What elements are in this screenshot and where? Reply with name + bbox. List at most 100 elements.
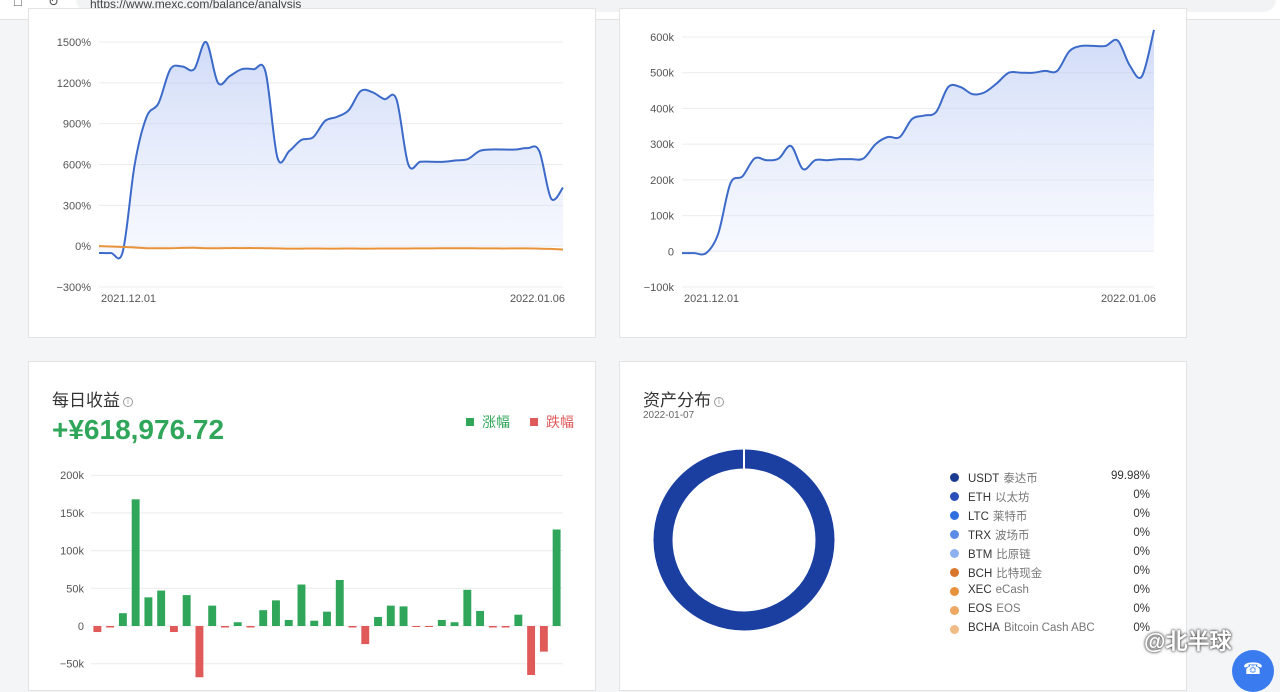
asset-code: TRX 波场币	[968, 527, 1030, 543]
asset-code-text: BCHA	[968, 622, 1000, 634]
daily-bar	[246, 626, 255, 628]
daily-bar	[182, 595, 191, 626]
reload-icon[interactable]: ↻	[48, 0, 59, 9]
address-bar-text: https://www.mexc.com/balance/analysis	[90, 0, 302, 11]
asset-pct: 0%	[1133, 565, 1150, 577]
asset-dot	[950, 625, 959, 634]
asset-row[interactable]: BCHA Bitcoin Cash ABC 0%	[950, 622, 1150, 641]
legend-down[interactable]: 跌幅	[530, 412, 574, 432]
asset-pct: 99.98%	[1110, 470, 1150, 482]
daily-profit-title-text: 每日收益	[52, 391, 120, 410]
asset-code-text: BTM	[968, 549, 993, 561]
asset-row[interactable]: LTC 莱特币 0%	[950, 508, 1150, 527]
legend-down-swatch	[530, 418, 538, 426]
asset-date: 2022-01-07	[643, 410, 695, 421]
asset-distribution-card: 资产分布 i 2022-01-07 USDT 泰达币 99.98% ETH 以太坊 0% LT…	[619, 361, 1187, 691]
share-icon[interactable]: □	[14, 0, 22, 9]
asset-dot	[950, 492, 959, 501]
daily-profit-chart: 200k 150k 100k 50k 0 −50k	[60, 470, 563, 678]
asset-pct: 0%	[1133, 546, 1150, 558]
asset-name: 莱特币	[992, 511, 1028, 523]
asset-distribution-title-text: 资产分布	[643, 391, 711, 410]
asset-name: EOS	[996, 603, 1021, 615]
y-tick-label: 100k	[60, 546, 84, 558]
y-tick-label: 600%	[63, 160, 91, 172]
daily-bar	[514, 614, 523, 626]
daily-bar	[361, 626, 370, 645]
daily-bar	[463, 589, 472, 626]
x-tick-label: 2022.01.06	[1101, 293, 1156, 305]
daily-bar	[399, 606, 408, 626]
asset-pct: 0%	[1133, 508, 1150, 520]
asset-code-text: TRX	[968, 530, 991, 542]
y-tick-label: −300%	[56, 282, 91, 294]
daily-bar	[233, 622, 242, 626]
asset-code: ETH 以太坊	[968, 489, 1030, 505]
asset-row[interactable]: TRX 波场币 0%	[950, 527, 1150, 546]
asset-pct: 0%	[1133, 489, 1150, 501]
asset-row[interactable]: XEC eCash 0%	[950, 584, 1150, 603]
asset-code-text: XEC	[968, 584, 992, 596]
asset-code-text: ETH	[968, 492, 991, 504]
asset-name: 比原链	[996, 549, 1031, 561]
asset-row[interactable]: BTM 比原链 0%	[950, 546, 1150, 565]
y-tick-label: −50k	[60, 659, 85, 671]
y-tick-label: 1200%	[57, 78, 91, 90]
return-rate-card: 1500% 1200% 900% 600% 300% 0% −300% 2021.12.01 2…	[28, 8, 596, 338]
return-line	[98, 40, 564, 260]
headset-icon[interactable]: ☎	[1232, 650, 1274, 692]
asset-dot	[950, 587, 959, 596]
asset-distribution-title: 资产分布 i	[643, 386, 724, 411]
asset-code-text: EOS	[968, 603, 993, 615]
asset-row[interactable]: BCH 比特现金 0%	[950, 565, 1150, 584]
daily-bar	[208, 605, 217, 626]
daily-bar	[476, 610, 485, 626]
asset-donut-chart	[653, 448, 835, 631]
daily-bar	[425, 626, 434, 627]
daily-bar	[450, 622, 459, 626]
profit-area	[682, 29, 1154, 255]
daily-bar	[118, 613, 127, 626]
x-tick-label: 2022.01.06	[510, 293, 565, 305]
asset-code: USDT 泰达币	[968, 470, 1038, 486]
daily-bar	[386, 605, 395, 626]
asset-name: Bitcoin Cash ABC	[1003, 622, 1095, 634]
asset-pct: 0%	[1133, 527, 1150, 539]
watermark: @北半球	[1144, 629, 1232, 654]
total-profit-chart: 600k 500k 400k 300k 200k 100k 0 −100k 2021.12.01…	[644, 29, 1156, 305]
daily-bar	[195, 626, 204, 678]
asset-name: 泰达币	[1003, 473, 1038, 485]
info-icon[interactable]: i	[714, 397, 724, 407]
y-tick-label: 200k	[650, 175, 674, 187]
y-tick-label: 900%	[63, 119, 91, 131]
asset-code: BCHA Bitcoin Cash ABC	[968, 622, 1095, 634]
asset-code-text: USDT	[968, 473, 1000, 485]
daily-bar	[157, 590, 166, 626]
asset-code: LTC 莱特币	[968, 508, 1027, 524]
daily-bar	[323, 611, 331, 626]
daily-bar	[488, 626, 497, 628]
daily-bar	[297, 584, 306, 626]
asset-code: EOS EOS	[968, 603, 1021, 615]
y-tick-label: 50k	[66, 583, 84, 595]
benchmark-line	[98, 245, 564, 251]
usdt-slice	[653, 449, 835, 631]
asset-row[interactable]: ETH 以太坊 0%	[950, 489, 1150, 508]
return-rate-chart: 1500% 1200% 900% 600% 300% 0% −300% 2021.12.01 2…	[56, 37, 565, 305]
daily-bar	[412, 626, 421, 627]
y-tick-label: 0%	[75, 241, 91, 253]
asset-name: 比特现金	[996, 568, 1043, 580]
asset-row[interactable]: USDT 泰达币 99.98%	[950, 470, 1150, 489]
daily-bar	[284, 619, 293, 626]
asset-pct: 0%	[1133, 584, 1150, 596]
y-tick-label: 500k	[650, 68, 674, 80]
y-tick-label: 300%	[63, 200, 91, 212]
legend-up[interactable]: 涨幅	[466, 412, 510, 432]
asset-row[interactable]: EOS EOS 0%	[950, 603, 1150, 622]
daily-bar	[501, 626, 510, 628]
legend-up-swatch	[466, 418, 474, 426]
info-icon[interactable]: i	[123, 397, 133, 407]
y-tick-label: −100k	[644, 282, 675, 294]
y-tick-label: 300k	[650, 139, 674, 151]
asset-dot	[950, 549, 959, 558]
